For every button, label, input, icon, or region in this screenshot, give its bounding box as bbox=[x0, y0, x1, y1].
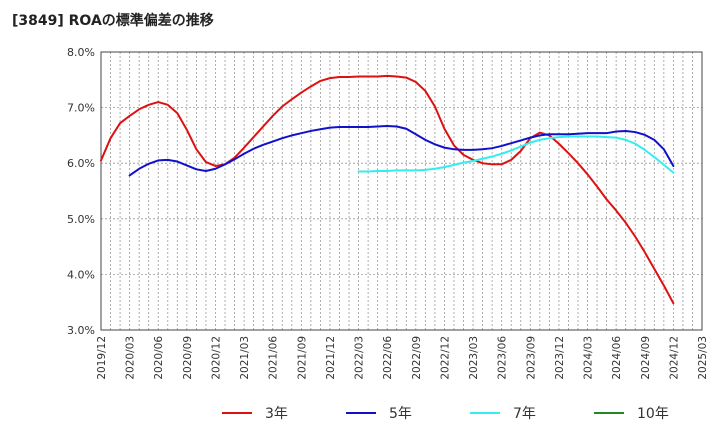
x-axis: 2019/12 2020/03 2020/06 2020/09 2020/12 2021/… bbox=[96, 336, 709, 380]
x-tick-label: 2020/12 bbox=[210, 336, 222, 380]
legend-label: 7年 bbox=[513, 406, 536, 422]
x-tick-label: 2024/12 bbox=[668, 336, 680, 380]
plot-frame bbox=[100, 51, 703, 331]
series-line-1 bbox=[128, 124, 675, 177]
x-tick-label: 2022/06 bbox=[382, 336, 394, 380]
x-tick-label: 2024/09 bbox=[640, 336, 652, 380]
x-tick-label: 2023/12 bbox=[554, 336, 566, 380]
x-tick-label: 2025/03 bbox=[697, 336, 709, 380]
series-line-2 bbox=[357, 135, 675, 174]
y-tick-label: 7.0% bbox=[67, 102, 95, 115]
series-line-0 bbox=[100, 74, 675, 305]
series-layer bbox=[100, 74, 675, 305]
x-tick-label: 2023/06 bbox=[497, 336, 509, 380]
legend-label: 3年 bbox=[265, 406, 288, 422]
x-tick-label: 2024/03 bbox=[583, 336, 595, 380]
x-tick-label: 2022/03 bbox=[354, 336, 366, 380]
x-tick-label: 2023/09 bbox=[525, 336, 537, 380]
x-tick-label: 2021/06 bbox=[268, 336, 280, 380]
x-tick-label: 2024/06 bbox=[611, 336, 623, 380]
legend-label: 10年 bbox=[637, 406, 669, 422]
y-tick-label: 3.0% bbox=[67, 324, 95, 337]
y-tick-label: 8.0% bbox=[67, 46, 95, 59]
legend-label: 5年 bbox=[389, 406, 412, 422]
y-tick-label: 4.0% bbox=[67, 268, 95, 281]
x-tick-label: 2021/09 bbox=[296, 336, 308, 380]
chart-title: [3849] ROAの標準偏差の推移 bbox=[12, 13, 214, 29]
y-tick-label: 5.0% bbox=[67, 213, 95, 226]
y-tick-label: 6.0% bbox=[67, 157, 95, 170]
x-tick-label: 2021/12 bbox=[325, 336, 337, 380]
x-tick-label: 2023/03 bbox=[468, 336, 480, 380]
x-tick-label: 2022/09 bbox=[411, 336, 423, 380]
x-tick-label: 2019/12 bbox=[96, 336, 108, 380]
x-tick-label: 2021/03 bbox=[239, 336, 251, 380]
y-axis: 3.0% 4.0% 5.0% 6.0% 7.0% 8.0% bbox=[67, 46, 95, 337]
x-tick-label: 2020/09 bbox=[182, 336, 194, 380]
grid-layer bbox=[100, 51, 703, 331]
legend: 3年 5年 7年 10年 bbox=[222, 406, 669, 422]
x-tick-label: 2022/12 bbox=[439, 336, 451, 380]
x-tick-label: 2020/06 bbox=[153, 336, 165, 380]
x-tick-label: 2020/03 bbox=[125, 336, 137, 380]
